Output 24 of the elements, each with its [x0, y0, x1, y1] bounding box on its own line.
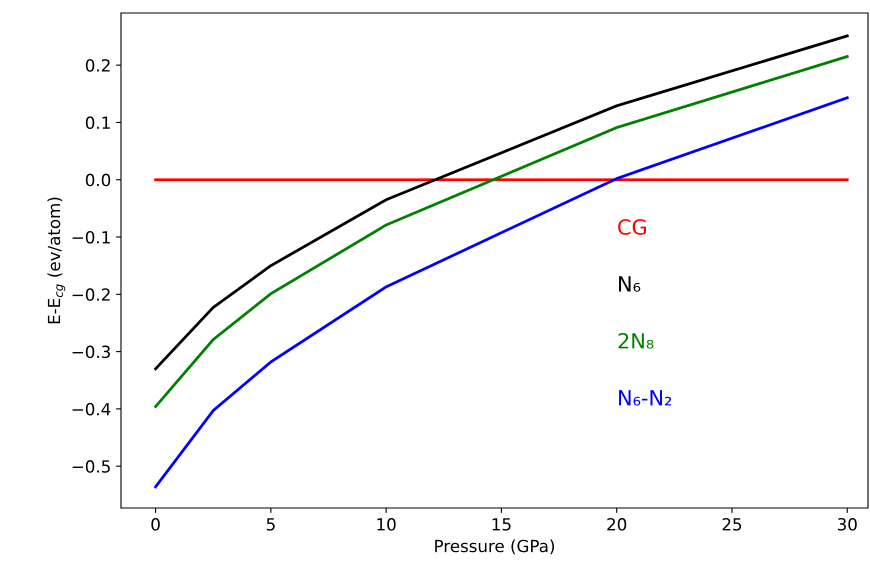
- y-tick-label: 0.1: [86, 116, 110, 129]
- y-tick-label: −0.3: [72, 346, 110, 358]
- y-tick-label: −0.4: [72, 402, 110, 416]
- y-tick-label: −0.2: [72, 288, 110, 301]
- line-series: [154, 96, 849, 488]
- x-tick-label: 5: [266, 518, 275, 531]
- x-tick-label: 15: [492, 518, 511, 531]
- text: N₆: [619, 276, 640, 292]
- series-label: CG: [618, 219, 646, 235]
- y-tick-label: −0.5: [72, 460, 110, 473]
- x-tick-label: 30: [838, 518, 857, 531]
- line-series: [154, 55, 849, 408]
- x-tick-label: 20: [607, 518, 626, 531]
- text: N₆-N₂: [619, 390, 672, 406]
- x-tick-label: 0: [151, 518, 160, 531]
- x-axis-title: Pressure (GPa): [435, 539, 554, 554]
- y-tick-label: −0.1: [72, 230, 110, 244]
- y-tick-label: 0.0: [86, 174, 110, 186]
- x-tick-label: 10: [377, 518, 396, 531]
- y-tick-label: 0.2: [86, 59, 110, 72]
- y-axis-title: E-E$_{cg}$ (ev/atom): [47, 198, 66, 324]
- text: 2N₈: [618, 332, 654, 349]
- line-series: [154, 34, 849, 370]
- x-tick-label: 25: [722, 518, 742, 531]
